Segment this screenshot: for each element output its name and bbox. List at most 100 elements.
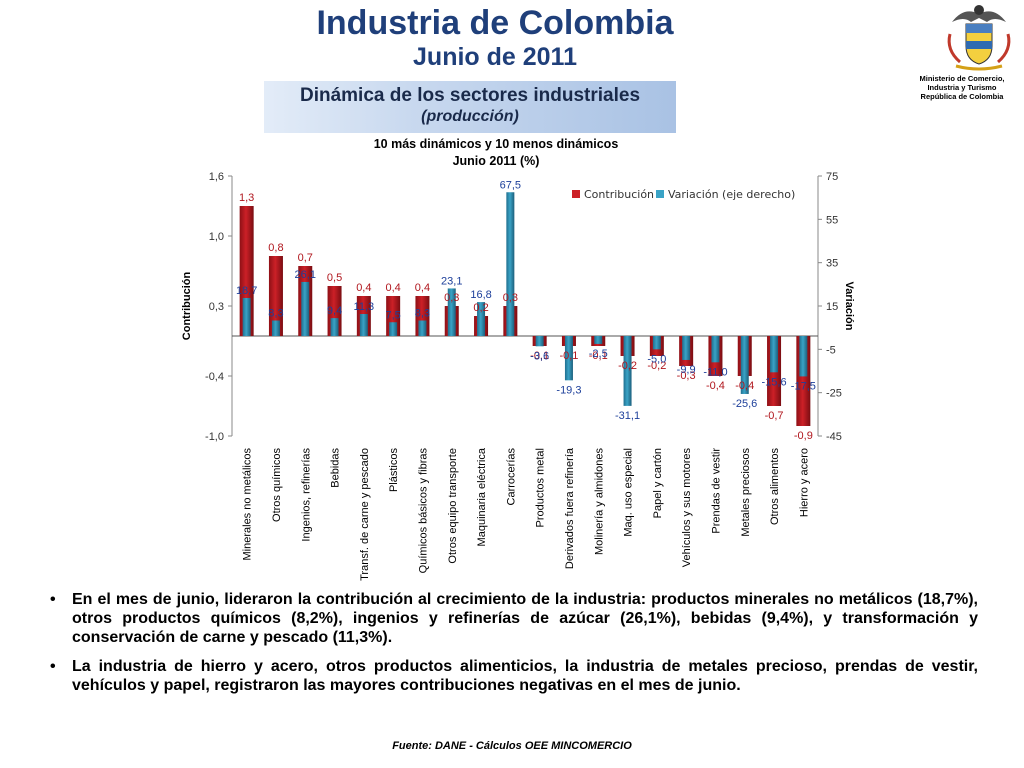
legend-swatch-variacion — [656, 190, 664, 198]
data-label-variacion: -25,6 — [732, 398, 757, 410]
data-label-contribucion: -0,4 — [735, 380, 754, 392]
category-label: Derivados fuera refinería — [564, 447, 576, 569]
y2-tick-label: -5 — [826, 344, 836, 356]
chart-subtitle: Junio 2011 (%) — [453, 154, 540, 168]
category-label: Carrocerías — [505, 448, 517, 506]
category-label: Transf. de carne y pescado — [359, 448, 371, 581]
data-label-variacion: -17,5 — [791, 380, 816, 392]
data-label-variacion: -31,1 — [615, 410, 640, 422]
category-label: Ingenios, refinerías — [300, 448, 312, 542]
bullet-text: La industria de hierro y acero, otros pr… — [72, 658, 978, 694]
data-label-contribucion: 0,3 — [444, 292, 459, 304]
bar-variacion — [535, 336, 544, 347]
bar-variacion — [652, 336, 661, 350]
data-label-contribucion: -0,1 — [589, 350, 608, 362]
data-label-variacion: -5,0 — [647, 353, 666, 365]
bullet-text: En el mes de junio, lideraron la contrib… — [72, 591, 978, 646]
data-label-contribucion: 0,4 — [415, 282, 430, 294]
bar-variacion — [359, 314, 368, 336]
page-subtitle: Junio de 2011 — [413, 43, 577, 71]
data-label-contribucion: 0,3 — [503, 292, 518, 304]
data-label-variacion: 18,7 — [236, 285, 257, 297]
data-label-contribucion: -0,1 — [530, 350, 549, 362]
ministry-label: Ministerio de Comercio, Industria y Turi… — [919, 74, 1005, 101]
bullet-icon: • — [50, 591, 56, 608]
category-label: Plásticos — [388, 448, 400, 493]
bar-variacion — [330, 318, 339, 336]
category-label: Prendas de vestir — [710, 448, 722, 534]
legend-label-variacion: Variación (eje derecho) — [668, 188, 795, 201]
data-label-variacion: -11,0 — [703, 366, 727, 378]
data-label-contribucion: -0,3 — [677, 370, 696, 382]
bar-variacion — [271, 320, 280, 336]
data-label-variacion: 9,4 — [327, 305, 342, 317]
data-label-contribucion: -0,1 — [559, 350, 578, 362]
data-label-contribucion: 0,4 — [386, 282, 401, 294]
category-label: Maq. uso especial — [623, 448, 635, 537]
bar-variacion — [389, 322, 398, 336]
category-label: Bebidas — [330, 448, 342, 488]
category-label: Hierro y acero — [798, 448, 810, 517]
data-label-variacion: 67,5 — [500, 179, 521, 191]
chart-title: 10 más dinámicos y 10 menos dinámicos — [374, 137, 619, 151]
category-label: Productos metal — [535, 448, 547, 527]
bar-variacion — [623, 336, 632, 406]
data-label-variacion: -15,6 — [762, 376, 787, 388]
bullet-item: • En el mes de junio, lideraron la contr… — [50, 590, 978, 647]
legend-swatch-contribucion — [572, 190, 580, 198]
data-label-variacion: 8,3 — [268, 308, 283, 320]
y-tick-label: 1,0 — [209, 231, 224, 243]
section-banner: Dinámica de los sectores industriales (p… — [264, 81, 676, 133]
data-label-variacion: -3,6 — [530, 350, 549, 362]
bar-variacion — [740, 336, 749, 394]
bar-variacion — [506, 192, 515, 336]
bullet-item: • La industria de hierro y acero, otros … — [50, 657, 978, 695]
data-label-variacion: 26,1 — [295, 269, 316, 281]
page-title: Industria de Colombia — [316, 4, 674, 42]
y2-axis-title: Variación — [843, 282, 855, 331]
y2-tick-label: -25 — [826, 388, 842, 400]
coat-of-arms-icon — [947, 5, 1011, 71]
data-label-contribucion: -0,7 — [765, 410, 784, 422]
bar-variacion — [594, 336, 603, 344]
data-label-variacion: 11,3 — [354, 301, 375, 313]
bar-contribucion — [268, 256, 283, 336]
y-tick-label: 1,6 — [209, 171, 224, 183]
category-label: Maquinaria eléctrica — [476, 447, 488, 546]
y2-tick-label: -45 — [826, 431, 842, 443]
data-label-variacion: -2,5 — [589, 348, 608, 360]
source-note: Fuente: DANE - Cálculos OEE MINCOMERCIO — [392, 740, 632, 752]
banner-title: Dinámica de los sectores industriales — [299, 85, 641, 106]
banner-subtitle: (producción) — [421, 108, 519, 125]
bar-variacion — [682, 336, 691, 360]
category-label: Otros químicos — [271, 448, 283, 522]
bar-variacion — [799, 336, 808, 377]
y-tick-label: -0,4 — [205, 371, 224, 383]
data-label-variacion: -9,9 — [677, 364, 696, 376]
bullet-list: • En el mes de junio, lideraron la contr… — [50, 590, 978, 705]
data-label-variacion: -19,3 — [556, 384, 581, 396]
data-label-contribucion: -0,2 — [618, 360, 637, 372]
data-label-variacion: 8,3 — [415, 308, 430, 320]
data-label-contribucion: 0,5 — [327, 272, 342, 284]
category-label: Otros equipo transporte — [447, 448, 459, 564]
y-tick-label: 0,3 — [209, 301, 224, 313]
bar-variacion — [564, 336, 573, 381]
bar-variacion — [242, 297, 251, 336]
bullet-icon: • — [50, 658, 56, 675]
y2-tick-label: 75 — [826, 171, 838, 183]
data-label-variacion: 23,1 — [441, 275, 462, 287]
data-label-contribucion: 1,3 — [239, 192, 254, 204]
bar-variacion — [301, 281, 310, 336]
data-label-contribucion: 0,2 — [473, 302, 488, 314]
bar-variacion — [418, 320, 427, 336]
y2-tick-label: 35 — [826, 258, 838, 270]
y2-tick-label: 15 — [826, 301, 838, 313]
data-label-contribucion: -0,4 — [706, 380, 725, 392]
legend-label-contribucion: Contribución — [584, 188, 654, 201]
y-tick-label: -1,0 — [205, 431, 224, 443]
bar-chart: 10 más dinámicos y 10 menos dinámicos Jun… — [181, 137, 855, 581]
data-label-contribucion: 0,8 — [268, 242, 283, 254]
data-label-contribucion: -0,2 — [647, 360, 666, 372]
y-axis-title: Contribución — [181, 272, 193, 341]
